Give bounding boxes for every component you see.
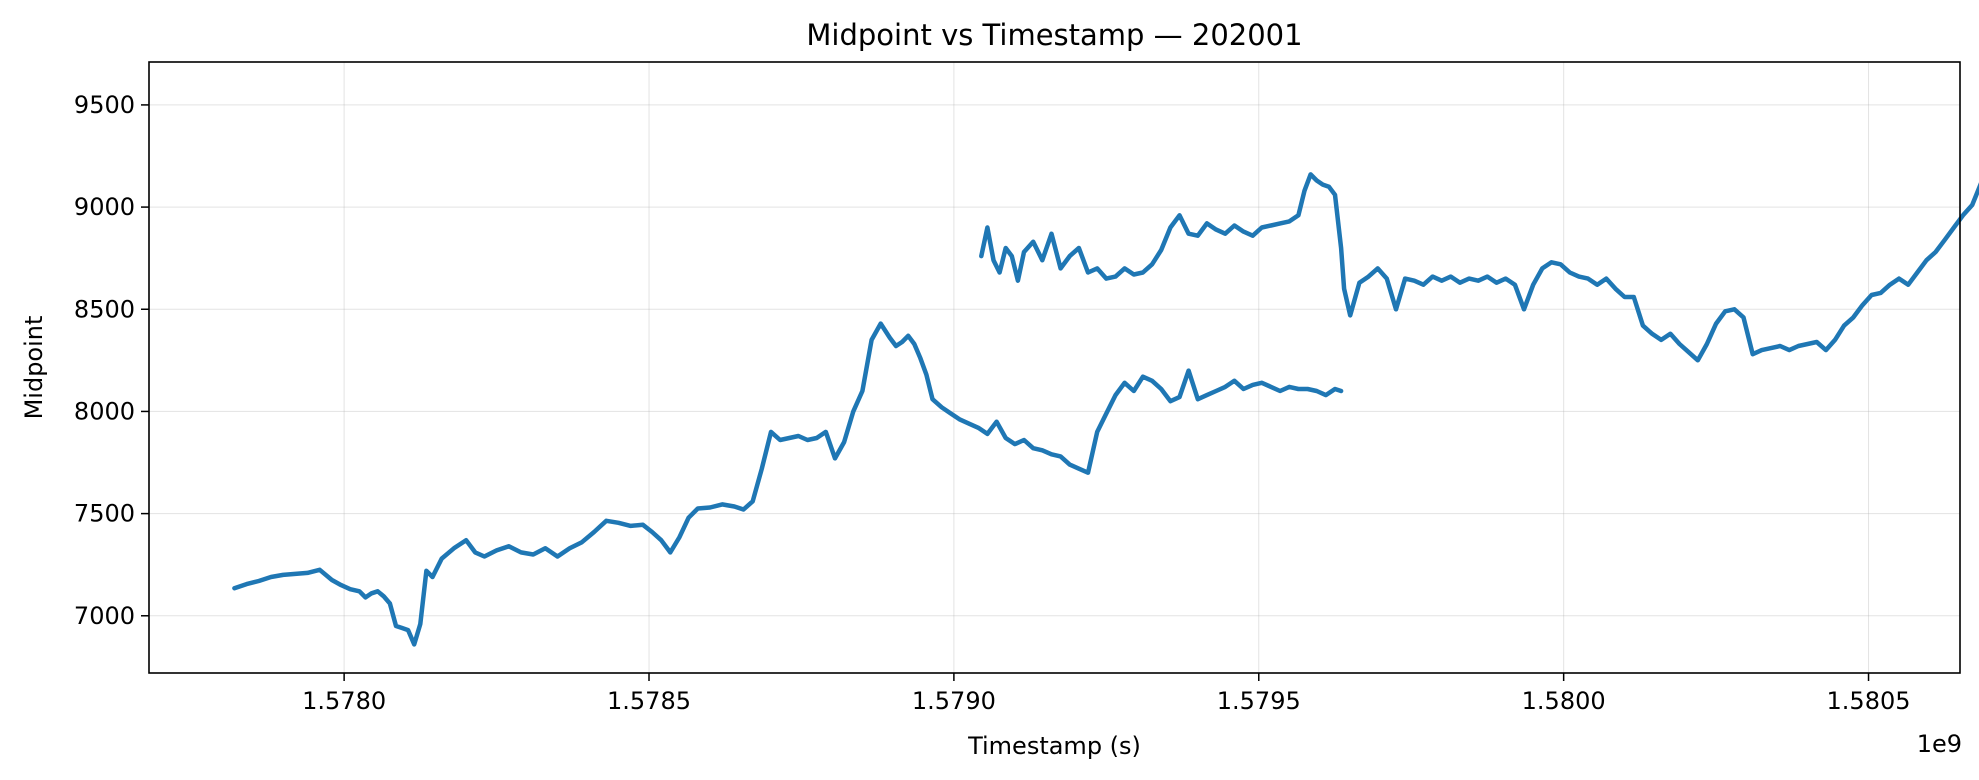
y-tick-label: 7000 (74, 602, 135, 630)
y-tick-label: 9000 (74, 193, 135, 221)
x-tick-label: 1.5780 (302, 687, 386, 715)
x-axis-ticks: 1.5780 1.5785 1.5790 1.5795 1.5800 1.5805 (302, 673, 1911, 715)
y-tick-label: 7500 (74, 500, 135, 528)
x-tick-label: 1.5795 (1217, 687, 1301, 715)
x-tick-label: 1.5800 (1522, 687, 1606, 715)
series-layer (232, 172, 1979, 647)
x-axis-label: Timestamp (s) (967, 732, 1141, 760)
grid-layer (149, 62, 1960, 673)
x-tick-label: 1.5805 (1827, 687, 1911, 715)
y-tick-label: 8500 (74, 295, 135, 323)
y-tick-label: 9500 (74, 91, 135, 119)
chart-title: Midpoint vs Timestamp — 202001 (806, 18, 1302, 52)
series-line (232, 321, 1344, 647)
y-tick-label: 8000 (74, 397, 135, 425)
y-axis-ticks: 7000 7500 8000 8500 9000 9500 (74, 91, 149, 630)
series-line (979, 172, 1979, 363)
plot-frame (148, 61, 1961, 674)
x-axis-offset-label: 1e9 (1917, 730, 1962, 758)
x-tick-label: 1.5790 (912, 687, 996, 715)
x-tick-label: 1.5785 (607, 687, 691, 715)
y-axis-label: Midpoint (20, 316, 48, 420)
